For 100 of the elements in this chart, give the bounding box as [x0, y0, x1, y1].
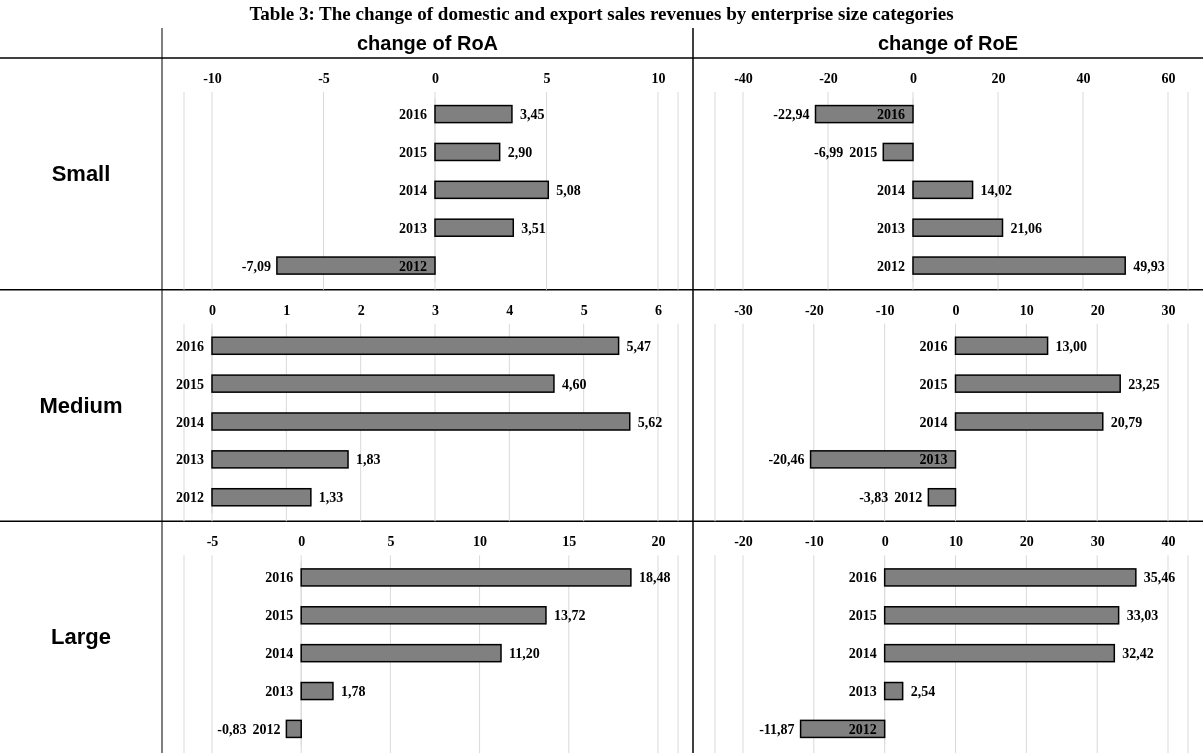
bar — [912, 180, 974, 200]
bar — [285, 719, 302, 739]
data-label: 18,48 — [638, 570, 671, 586]
x-tick-label: -20 — [805, 302, 824, 318]
y-tick-label: 2013 — [265, 684, 294, 700]
bar — [211, 450, 349, 469]
x-tick-label: 30 — [1090, 534, 1105, 550]
y-tick-label: 2012 — [252, 721, 281, 737]
y-tick-label: 2014 — [265, 646, 294, 662]
x-tick-label: 3 — [432, 302, 439, 318]
y-tick-label: 2016 — [399, 107, 427, 123]
x-tick-label: 4 — [506, 302, 514, 318]
bar — [434, 180, 550, 200]
x-tick-label: 0 — [298, 534, 306, 550]
x-tick-label: -10 — [805, 534, 824, 550]
data-label: 1,78 — [340, 684, 366, 700]
y-tick-label: 2015 — [849, 144, 878, 160]
x-tick-label: 0 — [881, 534, 889, 550]
x-tick-label: 5 — [387, 534, 395, 550]
bar — [434, 218, 515, 237]
data-label: 33,03 — [1126, 608, 1159, 624]
bar — [300, 568, 632, 587]
x-tick-label: -10 — [203, 71, 222, 86]
data-label: 35,46 — [1143, 570, 1176, 586]
bar — [434, 142, 501, 162]
y-tick-label: 2013 — [399, 220, 427, 236]
bar — [300, 681, 334, 701]
data-label: 1,83 — [356, 452, 381, 468]
data-label: 14,02 — [980, 182, 1013, 198]
y-tick-label: 2013 — [877, 220, 905, 236]
data-label: 3,45 — [519, 107, 545, 123]
x-tick-label: 10 — [949, 534, 963, 550]
bar — [211, 374, 555, 393]
y-tick-label: 2015 — [265, 608, 294, 624]
x-tick-label: -20 — [819, 71, 838, 86]
y-tick-label: 2013 — [176, 452, 204, 468]
bar — [954, 374, 1121, 393]
x-tick-label: 40 — [1076, 71, 1091, 86]
y-tick-label: 2015 — [848, 608, 877, 624]
x-tick-label: -5 — [206, 534, 219, 550]
data-label: 49,93 — [1133, 258, 1165, 274]
data-label: 5,62 — [637, 414, 663, 430]
bar — [211, 412, 631, 431]
x-tick-label: 0 — [432, 71, 439, 86]
x-tick-label: 10 — [651, 71, 666, 86]
data-label: -0,83 — [217, 721, 247, 737]
bar — [883, 606, 1120, 625]
x-tick-label: -20 — [734, 534, 753, 550]
x-tick-label: 10 — [1019, 302, 1034, 318]
data-label: -20,46 — [768, 452, 805, 468]
data-label: -3,83 — [859, 490, 889, 506]
x-tick-label: 5 — [580, 302, 588, 318]
text: change of RoA — [356, 32, 499, 54]
x-tick-label: 10 — [473, 534, 488, 550]
x-tick-label: -30 — [734, 302, 753, 318]
bar — [882, 142, 914, 162]
text: Medium — [39, 392, 123, 418]
bar — [912, 218, 1004, 237]
bar — [211, 336, 620, 356]
x-tick-label: 30 — [1161, 302, 1176, 318]
y-tick-label: 2015 — [399, 144, 427, 160]
text: Large — [51, 624, 111, 650]
data-label: 3,51 — [521, 220, 546, 236]
x-tick-label: 15 — [562, 534, 577, 550]
x-tick-label: -40 — [734, 71, 753, 86]
y-tick-label: 2016 — [848, 570, 877, 586]
x-tick-label: 1 — [283, 302, 291, 318]
data-label: 2,90 — [507, 144, 533, 160]
data-label: -7,09 — [241, 258, 271, 274]
x-tick-label: 20 — [1090, 302, 1105, 318]
x-tick-label: 20 — [651, 534, 666, 550]
data-label: 2,54 — [910, 684, 936, 700]
x-tick-label: 6 — [655, 302, 662, 318]
y-tick-label: 2013 — [919, 452, 948, 468]
y-tick-label: 2012 — [894, 490, 923, 506]
text: change of RoE — [877, 32, 1019, 54]
bar — [883, 643, 1116, 663]
bar — [300, 643, 502, 663]
y-tick-label: 2013 — [848, 684, 877, 700]
data-label: 1,33 — [318, 490, 344, 506]
x-tick-label: 2 — [357, 302, 365, 318]
x-tick-label: 0 — [952, 302, 960, 318]
y-tick-label: 2014 — [848, 646, 877, 662]
data-label: 21,06 — [1010, 220, 1043, 236]
y-tick-label: 2012 — [848, 721, 877, 737]
x-tick-label: 60 — [1161, 71, 1176, 86]
bar — [300, 606, 547, 625]
y-tick-label: 2016 — [919, 338, 948, 354]
y-tick-label: 2012 — [176, 490, 204, 506]
y-tick-label: 2016 — [877, 107, 905, 123]
bar — [954, 336, 1049, 356]
data-label: -6,99 — [814, 144, 844, 160]
bar — [434, 104, 513, 124]
y-tick-label: 2016 — [176, 338, 204, 354]
y-tick-label: 2012 — [877, 258, 905, 274]
data-label: 11,20 — [509, 646, 540, 662]
x-tick-label: 40 — [1161, 534, 1176, 550]
bar — [912, 256, 1126, 275]
x-tick-label: -5 — [318, 71, 330, 86]
y-tick-label: 2014 — [176, 414, 204, 430]
